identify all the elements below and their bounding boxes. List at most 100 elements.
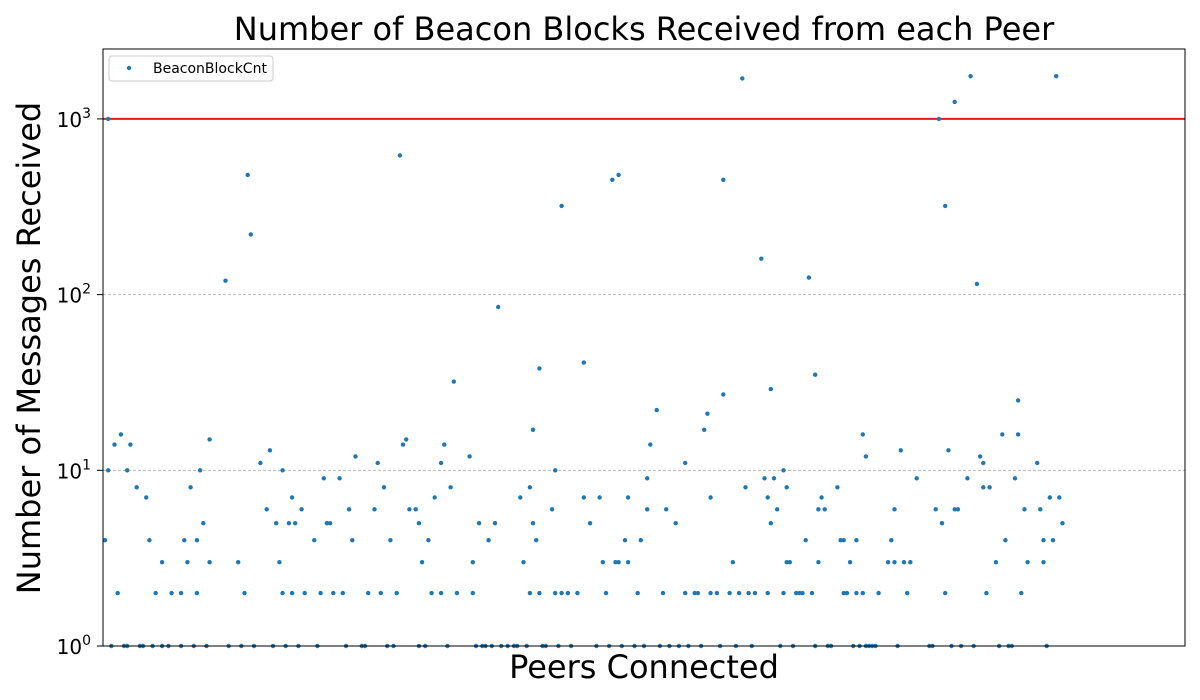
data-point — [312, 538, 317, 543]
data-point — [822, 507, 827, 512]
data-points — [102, 74, 1065, 649]
data-point — [178, 590, 184, 596]
data-point — [939, 521, 945, 526]
data-point — [987, 485, 992, 490]
data-point — [1025, 560, 1030, 565]
legend-box — [108, 55, 274, 82]
data-point — [914, 476, 919, 481]
data-point — [346, 507, 352, 512]
data-point — [537, 366, 542, 371]
data-point — [470, 560, 475, 565]
data-point — [847, 560, 853, 565]
data-point — [736, 590, 742, 596]
data-point — [527, 590, 533, 596]
data-point — [496, 304, 501, 310]
data-point — [664, 507, 669, 512]
data-point — [553, 468, 558, 473]
data-point — [527, 485, 533, 490]
data-point — [844, 590, 850, 596]
data-point — [451, 379, 456, 384]
data-point — [876, 590, 881, 596]
data-point — [331, 590, 336, 596]
data-point — [299, 507, 304, 512]
data-point — [280, 468, 285, 473]
y-tick-label: 102 — [57, 282, 91, 308]
data-point — [841, 590, 846, 596]
data-point — [765, 590, 770, 596]
data-point — [565, 590, 571, 596]
data-point — [486, 538, 491, 543]
data-point — [740, 76, 745, 81]
data-point — [375, 460, 380, 466]
data-point — [587, 521, 593, 526]
data-point — [118, 432, 124, 437]
data-point — [768, 386, 773, 392]
data-point — [610, 177, 615, 182]
data-point — [635, 590, 640, 596]
data-point — [695, 590, 701, 596]
data-point — [708, 495, 713, 500]
data-point — [784, 485, 789, 490]
data-point — [426, 538, 431, 543]
data-point — [771, 476, 777, 481]
data-point — [530, 521, 536, 526]
data-point — [242, 590, 247, 596]
data-point — [854, 590, 859, 596]
data-point — [794, 590, 799, 596]
grid-lines — [103, 294, 1185, 471]
data-point — [765, 495, 770, 500]
legend-label: BeaconBlockCnt — [153, 61, 267, 77]
y-tick-label: 101 — [57, 457, 91, 483]
data-point — [194, 590, 200, 596]
data-point — [943, 590, 948, 596]
data-point — [692, 590, 697, 596]
data-point — [194, 538, 200, 543]
data-point — [1003, 538, 1008, 543]
data-point — [134, 485, 139, 490]
data-point — [448, 485, 453, 490]
data-point — [248, 232, 253, 237]
data-point — [1012, 476, 1018, 481]
data-point — [321, 476, 326, 481]
data-point — [660, 590, 666, 596]
y-axis-label: Number of Messages Received — [10, 102, 48, 594]
data-point — [936, 116, 942, 122]
data-point — [106, 116, 111, 122]
data-point — [340, 590, 345, 596]
data-point — [125, 468, 130, 473]
data-point — [429, 590, 434, 596]
data-point — [1035, 460, 1040, 466]
data-point — [264, 507, 269, 512]
data-point — [1054, 74, 1059, 79]
data-point — [188, 485, 193, 490]
data-point — [302, 590, 307, 596]
data-point — [280, 590, 285, 596]
data-point — [388, 538, 393, 543]
data-point — [112, 442, 117, 447]
data-point — [201, 521, 206, 526]
data-point — [908, 560, 913, 565]
data-point — [419, 560, 425, 565]
data-point — [521, 560, 526, 565]
data-point — [984, 590, 989, 596]
plot-frame — [102, 48, 1186, 647]
data-point — [952, 99, 957, 105]
data-point — [889, 538, 894, 543]
data-point — [518, 495, 523, 500]
data-point — [1022, 507, 1027, 512]
data-point — [933, 507, 938, 512]
data-point — [1050, 538, 1056, 543]
data-point — [470, 590, 475, 596]
data-point — [943, 203, 948, 209]
data-point — [952, 507, 957, 512]
data-point — [438, 460, 444, 466]
data-point — [492, 521, 498, 526]
data-point — [721, 177, 726, 182]
data-point — [289, 590, 295, 596]
data-point — [207, 437, 212, 442]
data-point — [534, 538, 539, 543]
data-point — [559, 203, 564, 209]
data-point — [277, 560, 282, 565]
data-point — [705, 411, 710, 416]
data-point — [1057, 495, 1062, 500]
